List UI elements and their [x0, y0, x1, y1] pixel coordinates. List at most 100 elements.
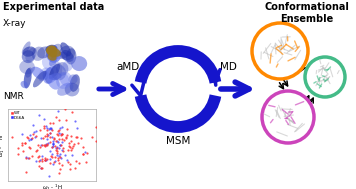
Point: [69, 139, 74, 142]
Point: [54, 153, 60, 156]
Point: [66, 144, 72, 147]
Point: [41, 124, 46, 127]
Point: [57, 156, 63, 159]
Legend: WT, D66A: WT, D66A: [10, 111, 26, 120]
Text: MD: MD: [220, 62, 236, 72]
Point: [22, 141, 28, 144]
Point: [60, 147, 66, 150]
Point: [58, 156, 64, 160]
Point: [64, 158, 70, 161]
Point: [64, 134, 69, 137]
Point: [51, 160, 57, 163]
Point: [54, 140, 60, 143]
Point: [23, 170, 29, 173]
Point: [80, 152, 86, 155]
Point: [64, 136, 69, 139]
Point: [57, 168, 63, 171]
Point: [93, 125, 99, 129]
Point: [30, 155, 35, 158]
Point: [16, 146, 21, 149]
Ellipse shape: [25, 67, 32, 78]
Point: [41, 143, 47, 146]
X-axis label: $\omega_2$ - $^1$H: $\omega_2$ - $^1$H: [42, 182, 62, 189]
Point: [44, 133, 49, 136]
Point: [57, 131, 62, 134]
Ellipse shape: [24, 68, 32, 88]
Ellipse shape: [53, 44, 63, 55]
Point: [58, 133, 64, 136]
Point: [47, 127, 52, 130]
Point: [74, 136, 79, 139]
Ellipse shape: [37, 46, 51, 58]
Point: [36, 113, 42, 116]
Point: [89, 136, 95, 139]
Point: [25, 137, 31, 140]
Point: [34, 148, 40, 151]
Point: [63, 119, 69, 122]
Point: [28, 137, 33, 140]
Point: [38, 167, 44, 170]
Point: [72, 120, 78, 123]
Point: [48, 162, 53, 165]
Point: [25, 156, 31, 159]
Point: [42, 144, 47, 147]
Ellipse shape: [47, 75, 60, 90]
Point: [51, 142, 56, 145]
Point: [43, 144, 49, 147]
Point: [51, 142, 56, 145]
Point: [67, 163, 72, 166]
Ellipse shape: [70, 74, 80, 92]
Ellipse shape: [47, 46, 56, 55]
Ellipse shape: [62, 61, 73, 71]
Point: [27, 157, 32, 160]
Point: [51, 136, 57, 139]
Point: [71, 142, 77, 145]
Point: [51, 138, 57, 141]
Point: [30, 132, 36, 135]
Point: [68, 134, 74, 137]
Point: [61, 139, 67, 142]
Point: [56, 138, 62, 141]
Point: [44, 158, 49, 161]
Point: [47, 127, 53, 130]
Point: [39, 159, 44, 162]
Point: [42, 156, 48, 159]
Point: [49, 146, 55, 149]
Point: [26, 139, 32, 142]
Ellipse shape: [51, 64, 66, 80]
Point: [48, 128, 54, 131]
Ellipse shape: [22, 41, 31, 55]
Point: [65, 148, 70, 151]
Point: [41, 118, 47, 121]
Point: [19, 142, 25, 145]
Point: [42, 158, 48, 161]
Point: [56, 129, 62, 132]
Ellipse shape: [31, 67, 46, 80]
Point: [39, 154, 44, 157]
Point: [45, 141, 51, 144]
Ellipse shape: [38, 67, 49, 81]
Ellipse shape: [54, 52, 69, 59]
Point: [10, 135, 15, 138]
Point: [25, 136, 30, 139]
Point: [55, 109, 61, 112]
Text: Conformational
Ensemble: Conformational Ensemble: [265, 2, 350, 24]
Point: [58, 143, 63, 146]
Ellipse shape: [46, 47, 61, 57]
Point: [31, 130, 37, 133]
Point: [84, 151, 90, 154]
Point: [43, 159, 49, 162]
Point: [59, 148, 64, 151]
Point: [37, 146, 42, 149]
Point: [30, 137, 35, 140]
Ellipse shape: [71, 56, 87, 71]
Point: [49, 129, 55, 132]
Point: [69, 146, 75, 149]
Point: [31, 188, 36, 189]
Ellipse shape: [68, 74, 78, 84]
Point: [28, 138, 34, 141]
Circle shape: [262, 91, 314, 143]
Point: [50, 163, 56, 166]
Point: [68, 149, 73, 152]
Point: [36, 160, 42, 163]
